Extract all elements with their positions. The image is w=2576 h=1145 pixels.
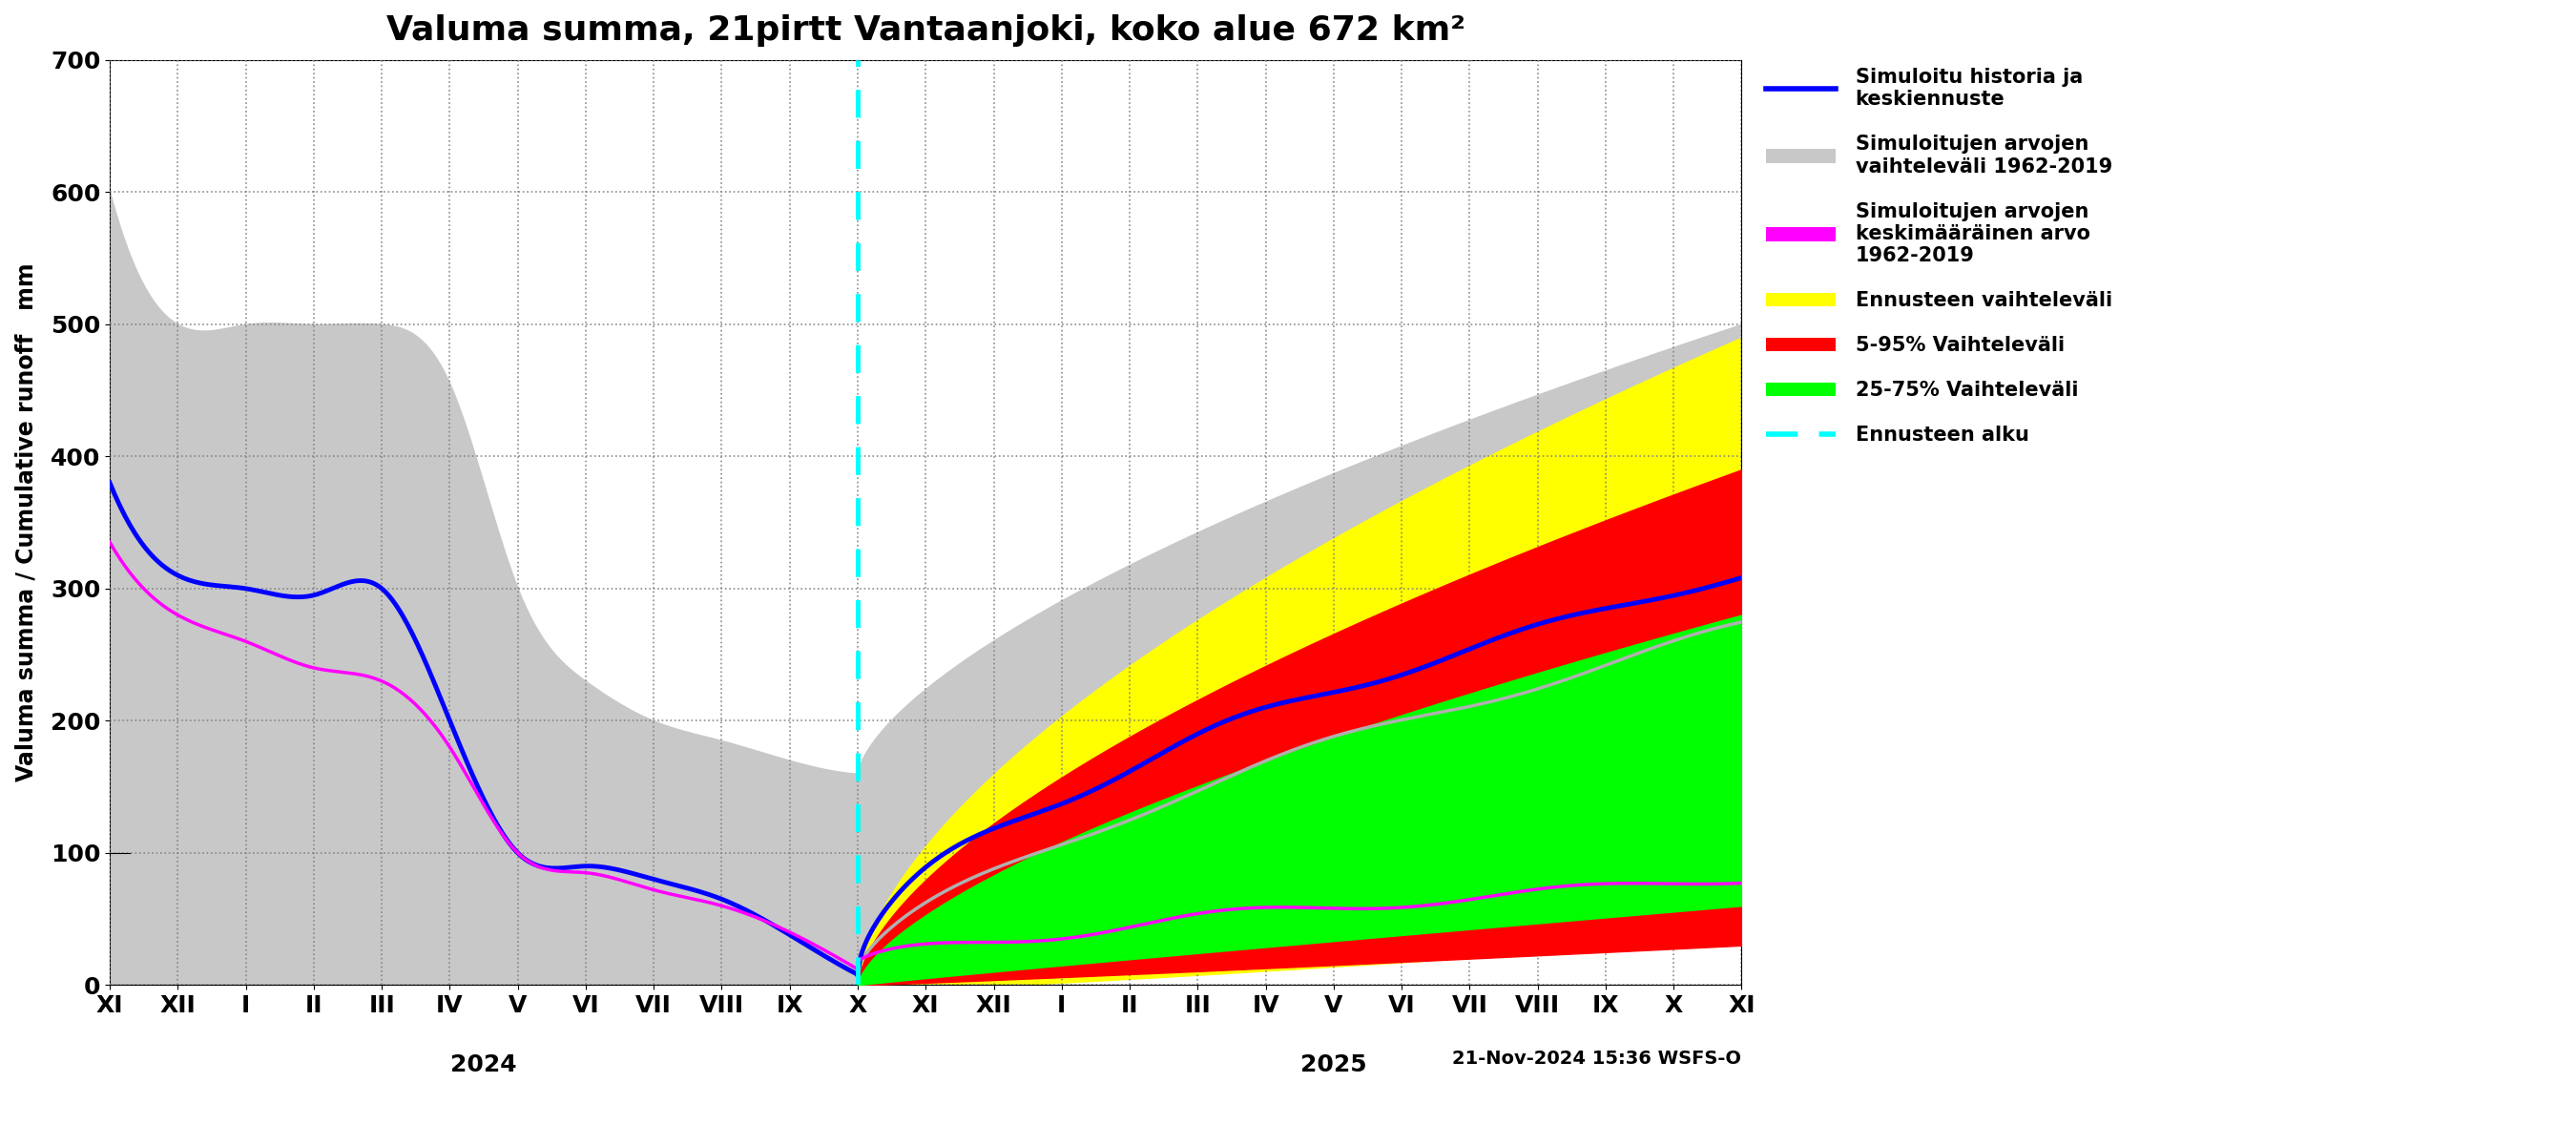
- Legend: Simuloitu historia ja
keskiennuste, Simuloitujen arvojen
vaihteleväli 1962-2019,: Simuloitu historia ja keskiennuste, Simu…: [1757, 60, 2120, 453]
- Y-axis label: Valuma summa / Cumulative runoff   mm: Valuma summa / Cumulative runoff mm: [15, 263, 36, 782]
- Title: Valuma summa, 21pirtt Vantaanjoki, koko alue 672 km²: Valuma summa, 21pirtt Vantaanjoki, koko …: [386, 14, 1466, 47]
- Text: 2025: 2025: [1301, 1053, 1368, 1076]
- Text: 2024: 2024: [451, 1053, 518, 1076]
- Text: 21-Nov-2024 15:36 WSFS-O: 21-Nov-2024 15:36 WSFS-O: [1453, 1050, 1741, 1068]
